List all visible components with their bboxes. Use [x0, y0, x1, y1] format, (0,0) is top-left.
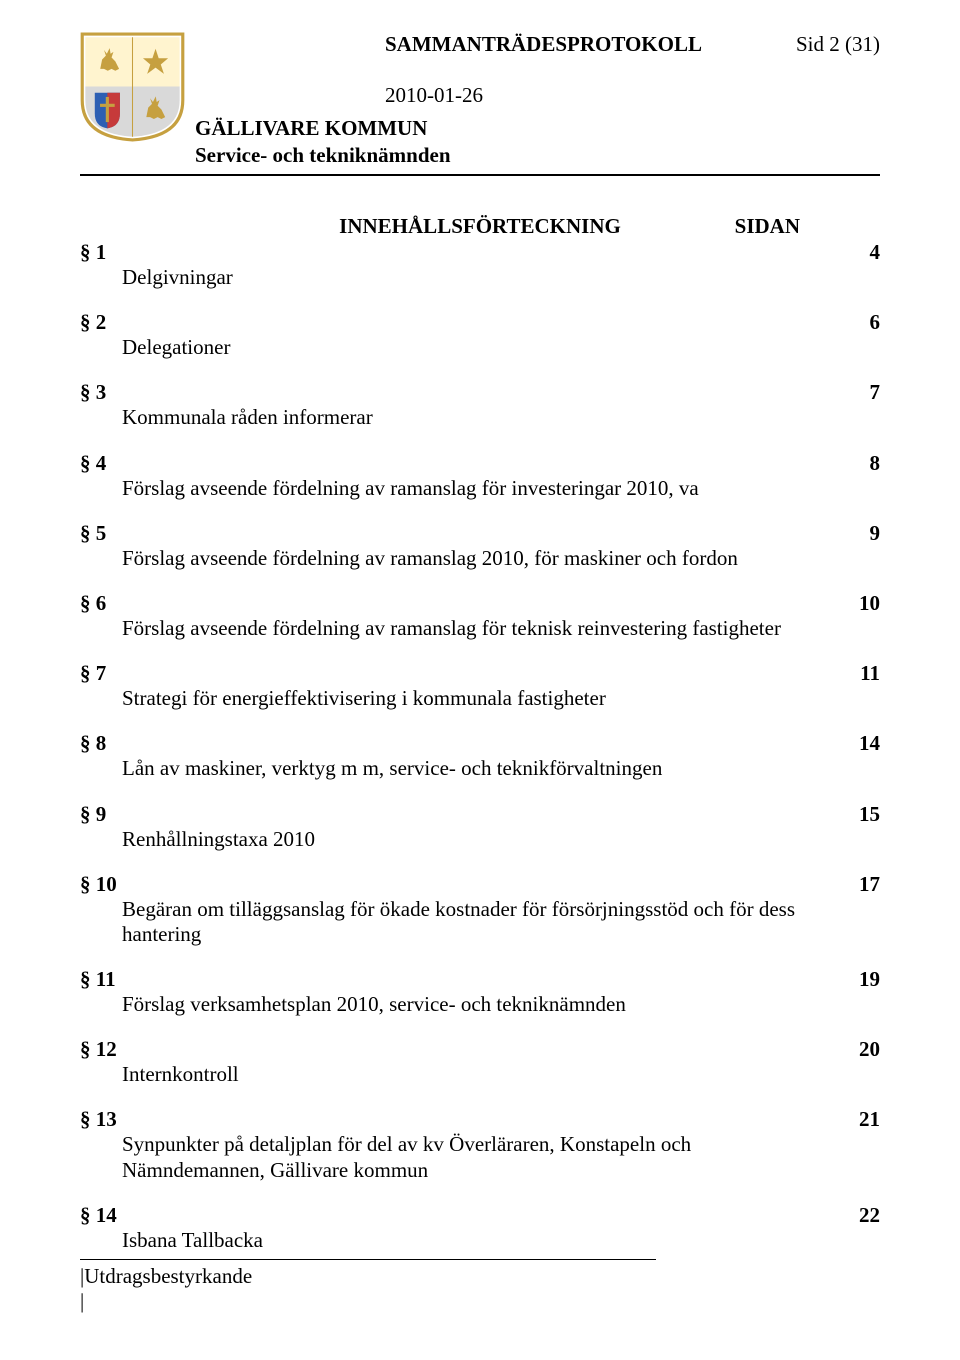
toc-page-number: 8 — [870, 451, 881, 476]
toc-entry: § 5 9 Förslag avseende fördelning av raman… — [80, 521, 880, 571]
toc-page-number: 21 — [859, 1107, 880, 1132]
toc-page-number: 9 — [870, 521, 881, 546]
toc-description: Synpunkter på detaljplan för del av kv Ö… — [122, 1132, 822, 1182]
toc-section-number: § 4 — [80, 451, 106, 476]
document-date: 2010-01-26 — [385, 83, 880, 108]
toc-section-number: § 13 — [80, 1107, 117, 1132]
page-indicator: Sid 2 (31) — [796, 32, 880, 57]
toc-section-number: § 1 — [80, 240, 106, 265]
toc-entry: § 11 19 Förslag verksamhetsplan 2010, serv… — [80, 967, 880, 1017]
toc-section-number: § 9 — [80, 802, 106, 827]
toc-section-number: § 5 — [80, 521, 106, 546]
organization-name: GÄLLIVARE KOMMUN — [195, 116, 880, 141]
toc-entry: § 7 11 Strategi för energieffektivisering … — [80, 661, 880, 711]
municipal-crest-icon — [80, 32, 185, 142]
toc-description: Strategi för energieffektivisering i kom… — [122, 686, 822, 711]
toc-entry: § 12 20 Internkontroll — [80, 1037, 880, 1087]
toc-entry: § 8 14 Lån av maskiner, verktyg m m, servi… — [80, 731, 880, 781]
toc-section-number: § 10 — [80, 872, 117, 897]
footer-divider — [80, 1259, 656, 1260]
toc-description: Kommunala råden informerar — [122, 405, 822, 430]
toc-description: Delegationer — [122, 335, 822, 360]
toc-description: Isbana Tallbacka — [122, 1228, 822, 1253]
toc-page-number: 17 — [859, 872, 880, 897]
toc-page-number: 20 — [859, 1037, 880, 1062]
toc-description: Internkontroll — [122, 1062, 822, 1087]
toc-page-number: 11 — [860, 661, 880, 686]
header-divider — [80, 174, 880, 176]
department-name: Service- och tekniknämnden — [195, 143, 880, 168]
toc-description: Förslag avseende fördelning av ramanslag… — [122, 476, 822, 501]
toc-section-number: § 11 — [80, 967, 116, 992]
toc-page-number: 7 — [870, 380, 881, 405]
toc-description: Begäran om tilläggsanslag för ökade kost… — [122, 897, 822, 947]
header: SAMMANTRÄDESPROTOKOLL Sid 2 (31) 2010-01… — [80, 32, 880, 168]
toc-entry: § 6 10 Förslag avseende fördelning av rama… — [80, 591, 880, 641]
toc-description: Renhållningstaxa 2010 — [122, 827, 822, 852]
toc-page-number: 15 — [859, 802, 880, 827]
footer-label: |Utdragsbestyrkande — [80, 1264, 880, 1289]
toc-description: Förslag verksamhetsplan 2010, service- o… — [122, 992, 822, 1017]
table-of-contents: INNEHÅLLSFÖRTECKNING SIDAN § 14Delgivnin… — [80, 214, 880, 1253]
toc-section-number: § 7 — [80, 661, 106, 686]
protocol-title: SAMMANTRÄDESPROTOKOLL — [385, 32, 702, 57]
toc-page-number: 14 — [859, 731, 880, 756]
toc-section-number: § 12 — [80, 1037, 117, 1062]
toc-section-number: § 6 — [80, 591, 106, 616]
toc-page-number: 4 — [870, 240, 881, 265]
toc-section-number: § 2 — [80, 310, 106, 335]
toc-section-number: § 14 — [80, 1203, 117, 1228]
toc-page-number: 10 — [859, 591, 880, 616]
toc-entry: § 1 4 Delgivningar — [80, 240, 880, 290]
toc-page-column-header: SIDAN — [735, 214, 800, 239]
toc-entry: § 14 22 Isbana Tallbacka — [80, 1203, 880, 1253]
toc-page-number: 6 — [870, 310, 881, 335]
toc-title: INNEHÅLLSFÖRTECKNING — [339, 214, 621, 239]
toc-entry: § 10 17 Begäran om tilläggsanslag för ökad… — [80, 872, 880, 947]
toc-entry: § 9 15 Renhållningstaxa 2010 — [80, 802, 880, 852]
toc-page-number: 22 — [859, 1203, 880, 1228]
toc-page-number: 19 — [859, 967, 880, 992]
toc-entry: § 4 8 Förslag avseende fördelning av raman… — [80, 451, 880, 501]
toc-section-number: § 8 — [80, 731, 106, 756]
footer-pipe: | — [80, 1289, 880, 1314]
toc-entry: § 3 7 Kommunala råden informerar — [80, 380, 880, 430]
toc-entry: § 2 6 Delegationer — [80, 310, 880, 360]
toc-section-number: § 3 — [80, 380, 106, 405]
toc-description: Delgivningar — [122, 265, 822, 290]
footer: |Utdragsbestyrkande | — [80, 1259, 880, 1314]
toc-description: Lån av maskiner, verktyg m m, service- o… — [122, 756, 822, 781]
toc-entry: § 13 21 Synpunkter på detaljplan för del a… — [80, 1107, 880, 1182]
toc-description: Förslag avseende fördelning av ramanslag… — [122, 616, 822, 641]
toc-description: Förslag avseende fördelning av ramanslag… — [122, 546, 822, 571]
